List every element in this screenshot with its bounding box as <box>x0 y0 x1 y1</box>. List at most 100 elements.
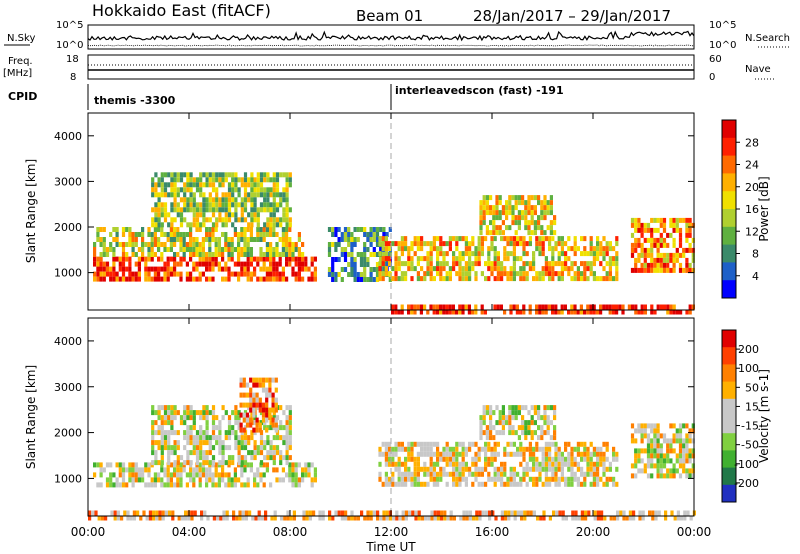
heatmap-cell <box>423 452 426 457</box>
heatmap-cell <box>301 252 304 257</box>
heatmap-cell <box>637 258 640 263</box>
heatmap-cell <box>394 256 397 261</box>
heatmap-cell <box>170 187 173 192</box>
heatmap-cell <box>164 405 167 410</box>
heatmap-cell <box>410 447 413 452</box>
heatmap-cell <box>298 277 301 282</box>
heatmap-cell <box>151 252 154 257</box>
heatmap-cell <box>679 263 682 268</box>
heatmap-cell <box>263 232 266 237</box>
heatmap-cell <box>650 238 653 243</box>
heatmap-cell <box>436 246 439 251</box>
heatmap-cell <box>534 410 537 415</box>
heatmap-cell <box>534 420 537 425</box>
heatmap-cell <box>385 256 388 261</box>
heatmap-cell <box>195 277 198 282</box>
heatmap-cell <box>285 237 288 242</box>
heatmap-cell <box>465 276 468 281</box>
heatmap-cell <box>593 467 596 472</box>
heatmap-cell <box>135 232 138 237</box>
heatmap-cell <box>631 248 634 253</box>
heatmap-cell <box>404 246 407 251</box>
heatmap-cell <box>420 246 423 251</box>
heatmap-cell <box>286 197 289 202</box>
heatmap-cell <box>259 398 262 403</box>
heatmap-cell <box>154 430 157 435</box>
heatmap-cell <box>110 511 113 516</box>
heatmap-cell <box>434 511 437 516</box>
heatmap-cell <box>679 243 682 248</box>
heatmap-cell <box>285 242 288 247</box>
heatmap-cell <box>286 420 289 425</box>
heatmap-cell <box>269 257 272 262</box>
heatmap-cell <box>452 251 455 256</box>
heatmap-cell <box>256 232 259 237</box>
heatmap-cell <box>173 227 176 232</box>
heatmap-cell <box>360 272 363 277</box>
heatmap-cell <box>615 457 618 462</box>
heatmap-cell <box>621 305 624 310</box>
heatmap-cell <box>234 445 237 450</box>
heatmap-cell <box>481 305 484 310</box>
heatmap-cell <box>164 420 167 425</box>
heatmap-cell <box>218 247 221 252</box>
heatmap-cell <box>328 227 331 232</box>
heatmap-cell <box>490 452 493 457</box>
heatmap-cell <box>590 271 593 276</box>
heatmap-cell <box>481 467 484 472</box>
heatmap-cell <box>179 247 182 252</box>
heatmap-cell <box>689 448 692 453</box>
heatmap-cell <box>679 458 682 463</box>
heatmap-cell <box>426 447 429 452</box>
heatmap-cell <box>211 257 214 262</box>
heatmap-cell <box>157 257 160 262</box>
heatmap-cell <box>531 195 534 200</box>
heatmap-cell <box>186 247 189 252</box>
heatmap-cell <box>243 242 246 247</box>
heatmap-cell <box>199 262 202 267</box>
heatmap-cell <box>490 477 493 482</box>
heatmap-cell <box>167 277 170 282</box>
heatmap-cell <box>250 247 253 252</box>
heatmap-cell <box>246 413 249 418</box>
heatmap-cell <box>180 197 183 202</box>
heatmap-cell <box>112 277 115 282</box>
heatmap-cell <box>183 460 186 465</box>
heatmap-cell <box>257 182 260 187</box>
heatmap-cell <box>154 440 157 445</box>
heatmap-cell <box>593 261 596 266</box>
heatmap-cell <box>199 192 202 197</box>
heatmap-cell <box>276 177 279 182</box>
heatmap-cell <box>564 241 567 246</box>
heatmap-cell <box>196 222 199 227</box>
heatmap-cell <box>436 457 439 462</box>
heatmap-cell <box>583 271 586 276</box>
heatmap-cell <box>154 272 157 277</box>
heatmap-cell <box>158 460 161 465</box>
heatmap-cell <box>158 445 161 450</box>
heatmap-cell <box>593 447 596 452</box>
heatmap-cell <box>106 247 109 252</box>
heatmap-cell <box>483 415 486 420</box>
heatmap-cell <box>631 253 634 258</box>
heatmap-cell <box>154 460 157 465</box>
heatmap-cell <box>289 410 292 415</box>
heatmap-cell <box>363 272 366 277</box>
heatmap-cell <box>125 242 128 247</box>
heatmap-cell <box>177 172 180 177</box>
heatmap-cell <box>492 220 495 225</box>
heatmap-cell <box>215 172 218 177</box>
heatmap-cell <box>679 463 682 468</box>
heatmap-cell <box>524 420 527 425</box>
heatmap-cell <box>631 268 634 273</box>
heatmap-cell <box>263 277 266 282</box>
heatmap-cell <box>190 202 193 207</box>
heatmap-cell <box>154 222 157 227</box>
heatmap-cell <box>154 482 157 487</box>
heatmap-cell <box>279 217 282 222</box>
heatmap-cell <box>602 236 605 241</box>
heatmap-cell <box>161 192 164 197</box>
heatmap-cell <box>273 212 276 217</box>
heatmap-cell <box>241 202 244 207</box>
heatmap-cell <box>273 222 276 227</box>
